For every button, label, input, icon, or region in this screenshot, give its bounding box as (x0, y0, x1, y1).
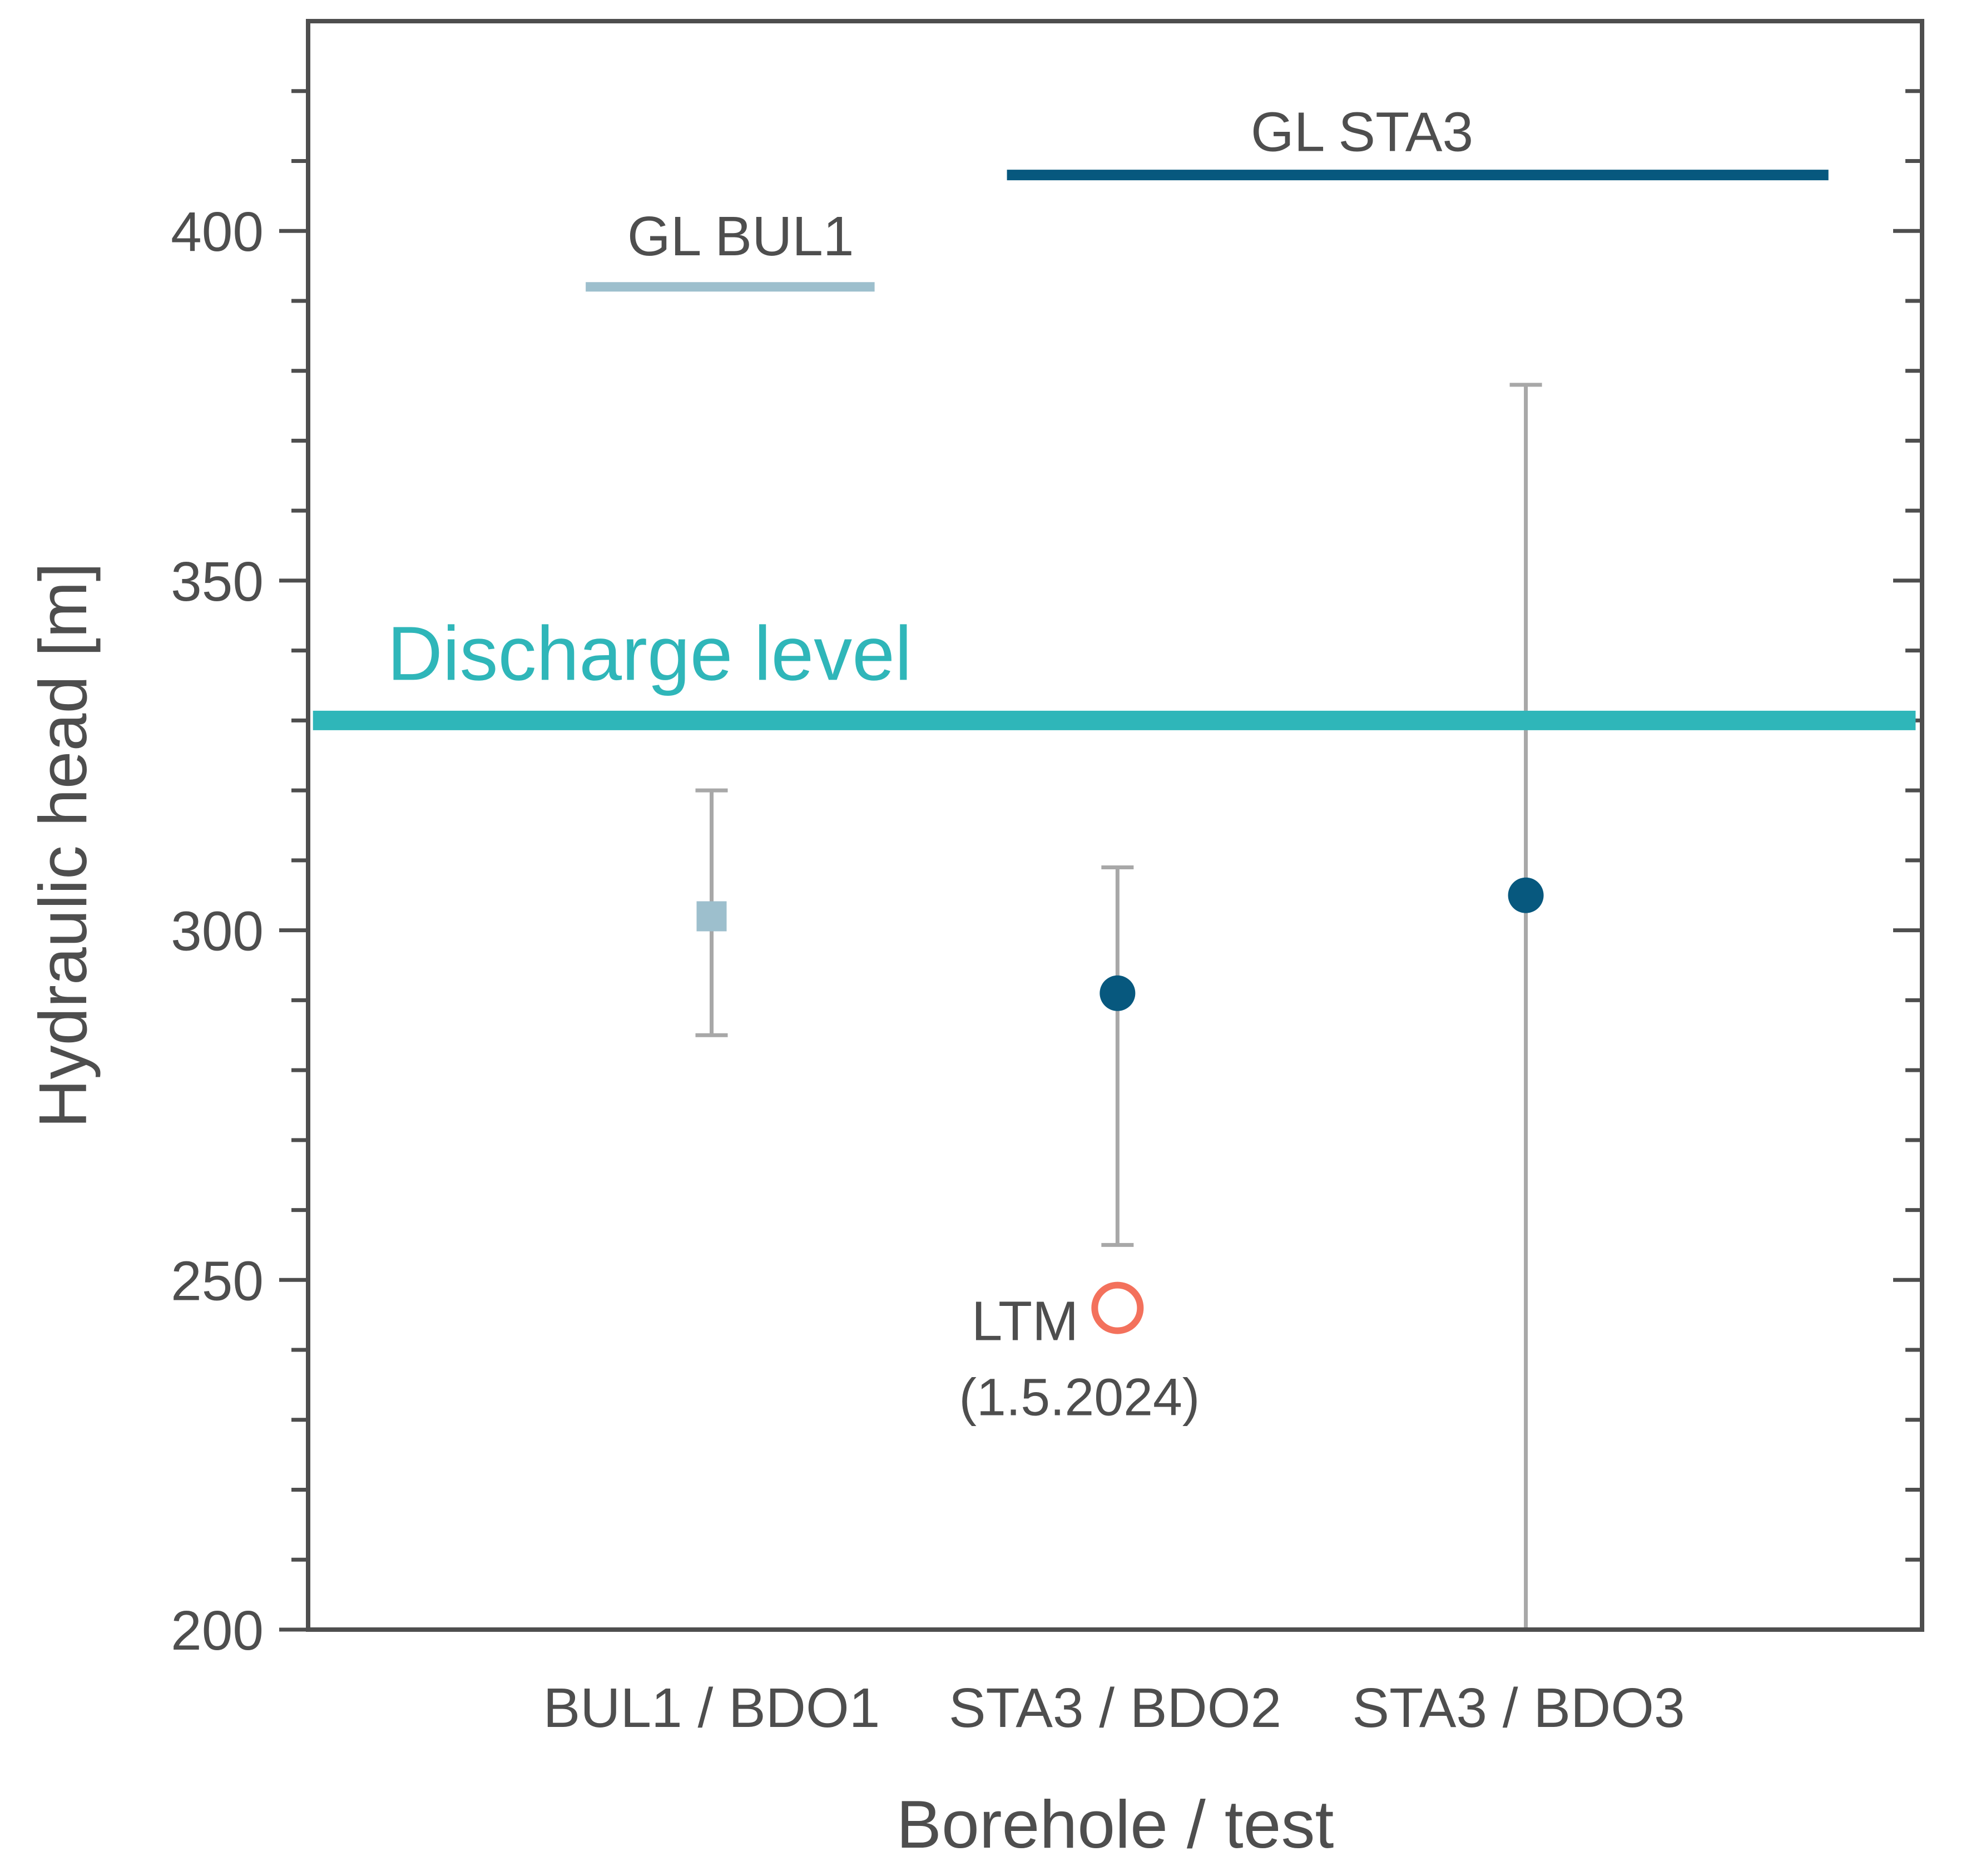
x-tick-label: BUL1 / BDO1 (543, 1677, 880, 1739)
x-axis-title: Borehole / test (897, 1786, 1334, 1862)
y-tick-label: 400 (171, 201, 264, 263)
ltm-label: LTM (972, 1290, 1079, 1353)
ltm-open-circle-marker (1091, 1281, 1144, 1334)
y-axis-title: Hydraulic head [m] (25, 562, 101, 1128)
marker-square (696, 901, 727, 932)
x-tick-label: STA3 / BDO2 (949, 1677, 1281, 1739)
plot-border (306, 19, 1924, 1632)
ref-line-label: Discharge level (387, 611, 912, 696)
marker-circle (1100, 975, 1136, 1011)
ref-line-label: GL BUL1 (627, 205, 854, 268)
y-tick-label: 350 (171, 551, 264, 613)
ltm-date-label: (1.5.2024) (959, 1368, 1200, 1427)
y-tick-label: 300 (171, 900, 264, 963)
marker-circle (1508, 877, 1544, 913)
y-tick-label: 200 (171, 1600, 264, 1662)
y-tick-label: 250 (171, 1250, 264, 1312)
x-tick-label: STA3 / BDO3 (1352, 1677, 1685, 1739)
ref-line-label: GL STA3 (1251, 101, 1473, 164)
